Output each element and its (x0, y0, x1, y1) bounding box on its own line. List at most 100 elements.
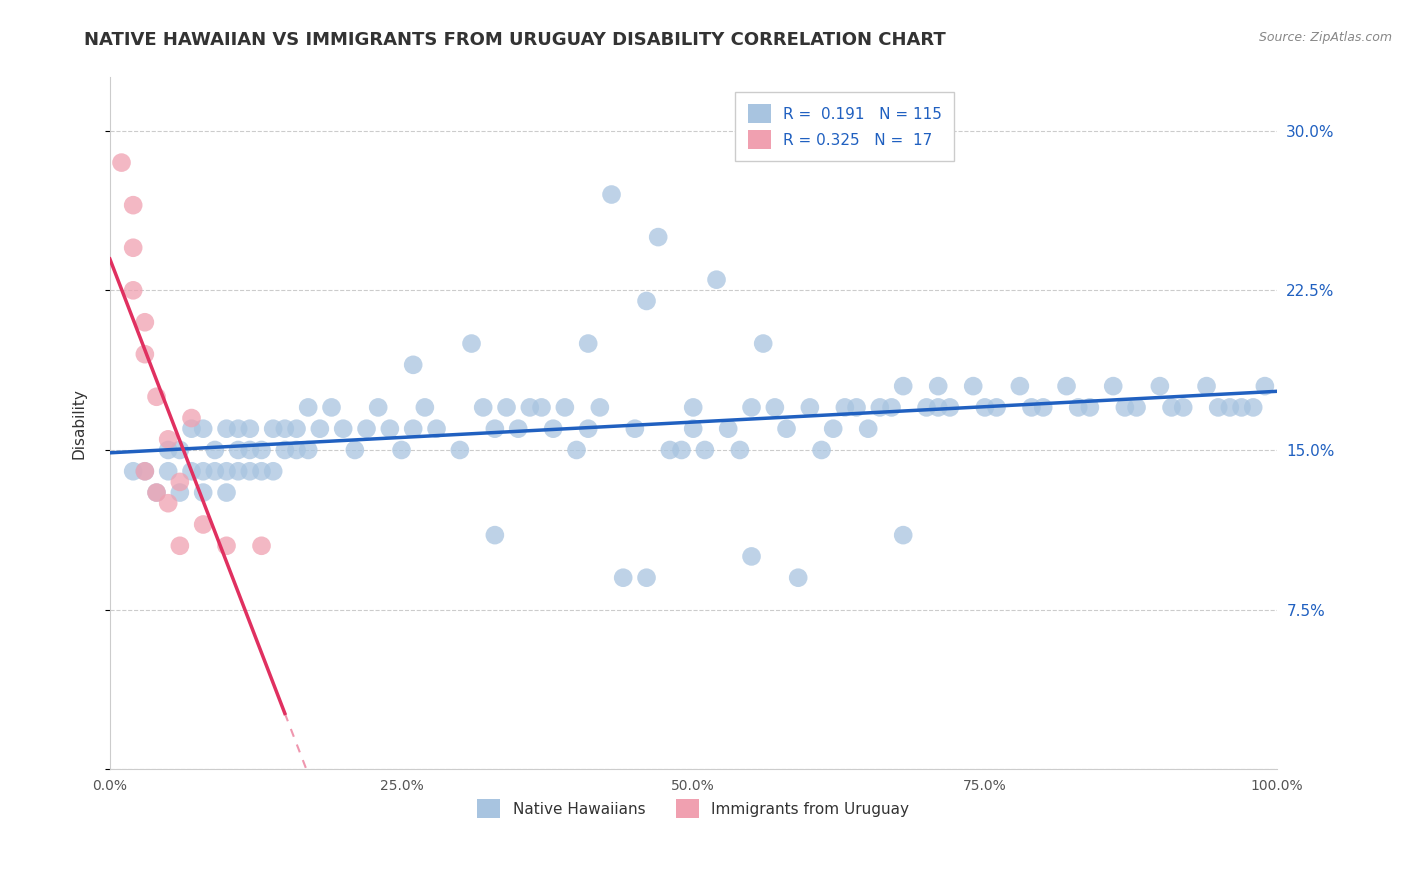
Point (215, 539, 238, 553)
Point (193, 517, 215, 532)
Point (856, 422, 879, 436)
Point (565, 442, 588, 457)
Point (391, 442, 413, 457)
Text: NATIVE HAWAIIAN VS IMMIGRANTS FROM URUGUAY DISABILITY CORRELATION CHART: NATIVE HAWAIIAN VS IMMIGRANTS FROM URUGU… (84, 31, 946, 49)
Point (110, 155, 132, 169)
Point (425, 422, 447, 436)
Point (810, 442, 832, 457)
Point (145, 485, 167, 500)
Point (215, 485, 238, 500)
Point (1149, 379, 1171, 393)
Point (682, 401, 704, 415)
Point (1254, 379, 1277, 393)
Point (157, 442, 180, 457)
Point (145, 390, 167, 404)
Point (495, 401, 517, 415)
Point (157, 496, 180, 510)
Point (636, 571, 658, 585)
Point (193, 464, 215, 478)
Point (169, 442, 191, 457)
Point (239, 422, 262, 436)
Point (122, 198, 145, 212)
Point (402, 422, 425, 436)
Point (741, 549, 763, 564)
Point (1102, 379, 1125, 393)
Point (706, 273, 728, 287)
Point (787, 571, 810, 585)
Point (541, 422, 564, 436)
Point (193, 485, 215, 500)
Point (763, 401, 786, 415)
Point (169, 475, 191, 489)
Point (239, 464, 262, 478)
Point (1114, 401, 1136, 415)
Point (741, 401, 763, 415)
Point (693, 442, 716, 457)
Point (1008, 379, 1031, 393)
Point (297, 401, 319, 415)
Point (134, 464, 156, 478)
Point (134, 315, 156, 329)
Point (215, 422, 238, 436)
Point (262, 422, 284, 436)
Point (343, 442, 366, 457)
Point (308, 422, 330, 436)
Point (472, 401, 495, 415)
Point (157, 464, 180, 478)
Legend: Native Hawaiians, Immigrants from Uruguay: Native Hawaiians, Immigrants from Urugua… (471, 793, 915, 824)
Point (554, 401, 576, 415)
Point (576, 336, 599, 351)
Point (250, 464, 273, 478)
Point (460, 336, 482, 351)
Point (193, 422, 215, 436)
Point (145, 485, 167, 500)
Point (134, 464, 156, 478)
Point (321, 401, 343, 415)
Point (799, 401, 821, 415)
Point (682, 422, 704, 436)
Point (169, 485, 191, 500)
Point (449, 442, 471, 457)
Point (262, 464, 284, 478)
Point (915, 401, 938, 415)
Point (204, 442, 226, 457)
Point (274, 442, 297, 457)
Point (1125, 401, 1147, 415)
Point (297, 442, 319, 457)
Point (927, 401, 949, 415)
Point (122, 464, 145, 478)
Point (378, 422, 401, 436)
Point (939, 401, 962, 415)
Point (717, 422, 740, 436)
Point (891, 528, 914, 542)
Point (752, 336, 775, 351)
Point (508, 422, 530, 436)
Point (1032, 401, 1054, 415)
Point (647, 230, 669, 244)
Point (834, 401, 856, 415)
Point (530, 401, 553, 415)
Point (600, 187, 623, 202)
Point (484, 528, 506, 542)
Point (636, 293, 658, 308)
Point (1206, 401, 1229, 415)
Point (1021, 401, 1043, 415)
Point (226, 442, 249, 457)
Point (1241, 401, 1264, 415)
Point (1230, 401, 1253, 415)
Point (845, 401, 868, 415)
Point (1195, 379, 1218, 393)
Point (962, 379, 984, 393)
Point (775, 422, 797, 436)
Point (250, 539, 273, 553)
Point (671, 442, 693, 457)
Text: Source: ZipAtlas.com: Source: ZipAtlas.com (1258, 31, 1392, 45)
Point (413, 401, 436, 415)
Point (332, 422, 354, 436)
Point (1160, 401, 1182, 415)
Point (624, 422, 647, 436)
Point (356, 422, 378, 436)
Point (157, 433, 180, 447)
Point (180, 422, 202, 436)
Point (612, 571, 634, 585)
